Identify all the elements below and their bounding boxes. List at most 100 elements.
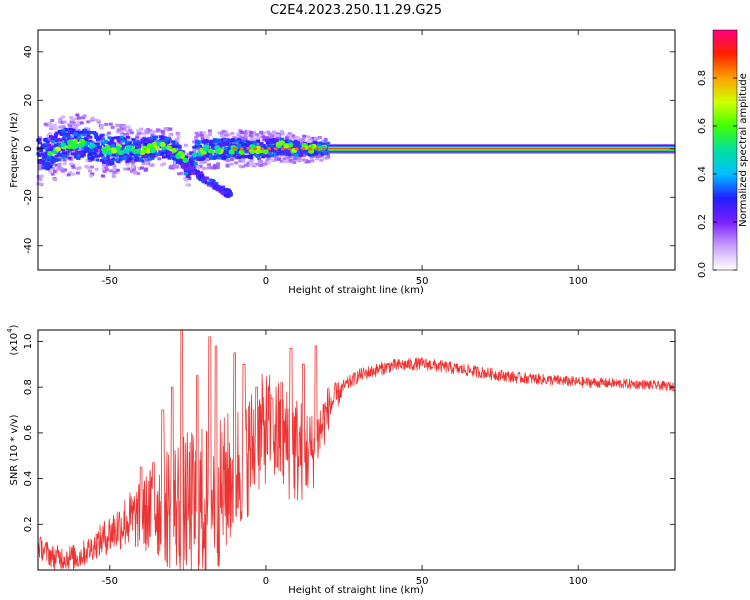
heatmap-cell	[135, 133, 140, 137]
heatmap-cell	[61, 154, 66, 158]
heatmap-cell	[56, 158, 61, 162]
heatmap-cell	[326, 144, 331, 148]
heatmap-cell	[79, 130, 84, 134]
heatmap-cell	[258, 144, 263, 148]
heatmap-cell	[43, 137, 48, 141]
heatmap-cell	[311, 136, 316, 140]
heatmap-cell	[246, 163, 251, 167]
heatmap-cell	[218, 189, 223, 193]
heatmap-cell	[42, 155, 47, 159]
heatmap-cell	[306, 142, 311, 146]
heatmap-cell	[306, 160, 311, 164]
heatmap-cell	[111, 174, 116, 178]
heatmap-cell	[280, 137, 285, 141]
heatmap-cell	[67, 123, 72, 127]
heatmap-cell	[287, 139, 292, 143]
heatmap-y-label: Frequency (Hz)	[9, 112, 20, 188]
heatmap-cell	[98, 153, 103, 157]
heatmap-cell	[162, 162, 167, 166]
heatmap-cell	[150, 156, 155, 160]
heatmap-cell	[130, 143, 135, 147]
heatmap-cell	[174, 142, 179, 146]
heatmap-cell	[223, 146, 228, 150]
heatmap-cell	[233, 139, 238, 143]
heatmap-peak	[249, 149, 256, 155]
heatmap-cell	[248, 133, 253, 137]
heatmap-cell	[297, 157, 302, 161]
heatmap-cell	[206, 183, 211, 187]
heatmap-cell	[134, 140, 139, 144]
heatmap-cell	[299, 151, 304, 155]
heatmap-cell	[104, 122, 109, 126]
heatmap-cell	[51, 166, 56, 170]
heatmap-cell	[39, 174, 44, 178]
heatmap-cell	[67, 137, 72, 141]
heatmap-cell	[116, 130, 121, 134]
heatmap-cell	[163, 127, 168, 131]
heatmap-cell	[78, 146, 83, 150]
heatmap-cell	[205, 134, 210, 138]
heatmap-cell	[150, 133, 155, 137]
heatmap-cell	[195, 170, 200, 174]
heatmap-cell	[298, 153, 303, 157]
heatmap-cell	[241, 165, 246, 169]
heatmap-cell	[215, 166, 220, 170]
heatmap-cell	[58, 125, 63, 129]
heatmap-cell	[121, 139, 126, 143]
heatmap-cell	[160, 152, 165, 156]
heatmap-cell	[134, 137, 139, 141]
heatmap-cell	[224, 188, 229, 192]
y-tick-label: 40	[23, 45, 34, 58]
heatmap-cell	[259, 130, 264, 134]
heatmap-cell	[37, 167, 42, 171]
heatmap-cell	[277, 155, 282, 159]
heatmap-cell	[267, 148, 272, 152]
heatmap-cell	[69, 119, 74, 123]
heatmap-cell	[312, 141, 317, 145]
heatmap-cell	[225, 149, 230, 153]
heatmap-peak	[146, 143, 153, 149]
heatmap-cell	[123, 132, 128, 136]
heatmap-cell	[111, 153, 116, 157]
heatmap-cell	[50, 160, 55, 164]
heatmap-cell	[161, 132, 166, 136]
heatmap-cell	[112, 170, 117, 174]
heatmap-cell	[297, 156, 302, 160]
heatmap-cell	[279, 130, 284, 134]
heatmap-cell	[210, 139, 215, 143]
heatmap-cell	[299, 138, 304, 142]
heatmap-cell	[177, 172, 182, 176]
heatmap-cell	[283, 140, 288, 144]
heatmap-cell	[205, 158, 210, 162]
heatmap-cell	[267, 132, 272, 136]
heatmap-cell	[104, 168, 109, 172]
heatmap-cell	[293, 144, 298, 148]
heatmap-cell	[76, 156, 81, 160]
heatmap-cell	[134, 156, 139, 160]
heatmap-cell	[238, 135, 243, 139]
heatmap-cell	[128, 157, 133, 161]
heatmap-peak	[182, 157, 189, 163]
heatmap-cell	[37, 159, 42, 163]
heatmap-cell	[117, 128, 122, 132]
heatmap-cell	[137, 166, 142, 170]
heatmap-cell	[122, 127, 127, 131]
x-tick-label: 0	[263, 576, 269, 587]
heatmap-cell	[247, 160, 252, 164]
heatmap-cell	[247, 143, 252, 147]
heatmap-cell	[47, 155, 52, 159]
heatmap-cell	[112, 164, 117, 168]
heatmap-cell	[48, 132, 53, 136]
heatmap-cell	[268, 139, 273, 143]
heatmap-cell	[139, 166, 144, 170]
heatmap-peak	[283, 143, 290, 149]
heatmap-cell	[186, 175, 191, 179]
heatmap-cell	[293, 139, 298, 143]
heatmap-cell	[153, 138, 158, 142]
heatmap-cell	[154, 135, 159, 139]
heatmap-cell	[196, 166, 201, 170]
heatmap-peak	[171, 147, 178, 153]
heatmap-cell	[159, 163, 164, 167]
heatmap-cell	[190, 161, 195, 165]
heatmap-cell	[323, 137, 328, 141]
